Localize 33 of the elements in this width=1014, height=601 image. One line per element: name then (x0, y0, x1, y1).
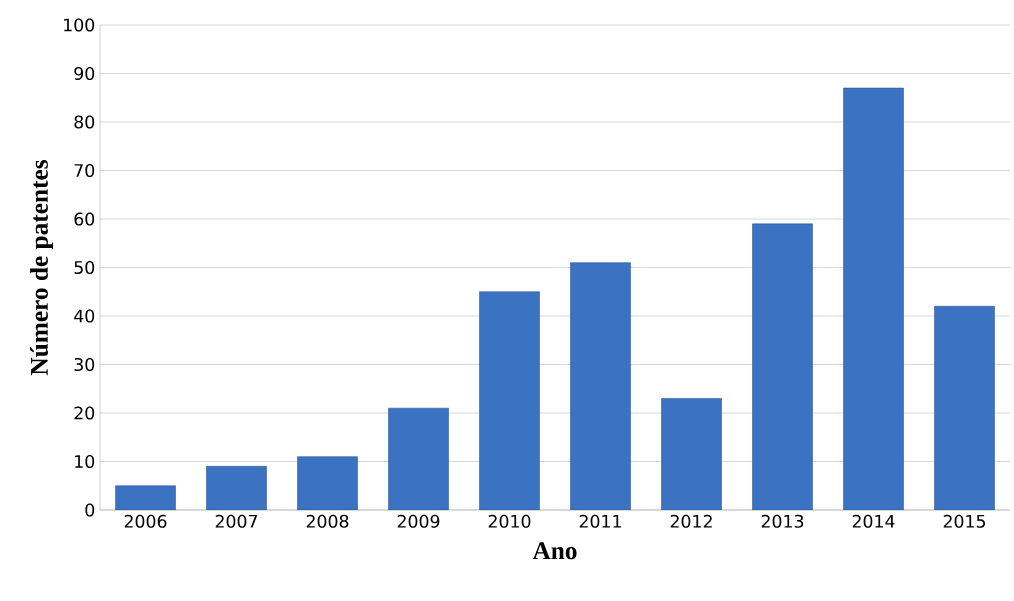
x-tick-label: 2009 (397, 514, 440, 528)
x-tick-label: 2006 (124, 514, 167, 528)
y-tick-label: 10 (75, 454, 95, 469)
bar (570, 262, 631, 510)
x-tick-label: 2008 (306, 514, 349, 528)
x-tick-label: 2011 (579, 514, 621, 528)
x-tick-label: 2015 (943, 514, 986, 528)
x-tick-label: 2007 (215, 514, 258, 528)
bar (297, 456, 358, 510)
bar (752, 223, 813, 510)
bar (115, 485, 176, 510)
bar (388, 407, 449, 510)
y-axis-title: Número de patentes (30, 160, 54, 376)
y-tick-label: 90 (74, 66, 95, 81)
bar (206, 466, 267, 510)
y-tick-label: 40 (74, 309, 95, 323)
y-tick-label: 60 (74, 212, 95, 226)
x-tick-label: 2014 (852, 514, 895, 528)
x-axis-title: Ano (532, 542, 577, 560)
y-tick-label: 80 (74, 115, 95, 129)
y-tick-label: 70 (74, 163, 95, 178)
bar (479, 291, 540, 510)
y-tick-label: 20 (74, 406, 95, 420)
bar (661, 398, 722, 510)
y-tick-label: 100 (64, 18, 95, 32)
x-tick-label: 2010 (488, 514, 531, 528)
y-tick-label: 50 (74, 260, 95, 275)
y-tick-label: 30 (74, 357, 95, 372)
bar (843, 87, 904, 510)
x-tick-label: 2013 (761, 514, 804, 528)
bar (934, 306, 995, 510)
x-tick-label: 2012 (670, 514, 712, 528)
y-tick-label: 0 (85, 503, 95, 517)
